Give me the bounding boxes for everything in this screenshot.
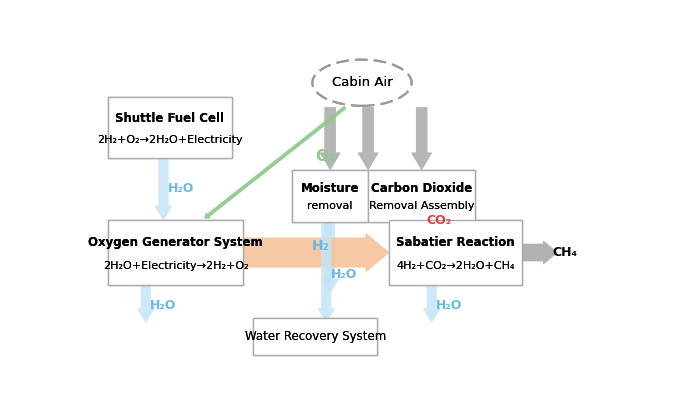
Text: Cabin Air: Cabin Air: [331, 76, 392, 89]
Bar: [292, 170, 368, 222]
Text: O₂: O₂: [315, 149, 335, 164]
Bar: [368, 170, 475, 222]
Text: H₂O: H₂O: [435, 299, 462, 312]
Bar: [107, 220, 243, 285]
Text: 2H₂+O₂→2H₂O+Electricity: 2H₂+O₂→2H₂O+Electricity: [97, 135, 243, 145]
Text: Moisture: Moisture: [301, 181, 360, 194]
Bar: [389, 220, 523, 285]
Text: 2H₂O+Electricity→2H₂+O₂: 2H₂O+Electricity→2H₂+O₂: [103, 261, 248, 270]
Polygon shape: [155, 158, 172, 220]
Text: Removal Assembly: Removal Assembly: [369, 202, 475, 211]
Text: 2H₂+O₂→2H₂O+Electricity: 2H₂+O₂→2H₂O+Electricity: [97, 135, 243, 145]
Text: Cabin Air: Cabin Air: [331, 76, 392, 89]
Text: 4H₂+CO₂→2H₂O+CH₄: 4H₂+CO₂→2H₂O+CH₄: [397, 261, 515, 270]
Text: Oxygen Generator System: Oxygen Generator System: [89, 236, 263, 249]
Text: H₂: H₂: [311, 239, 329, 253]
Text: removal: removal: [308, 202, 353, 211]
Polygon shape: [358, 108, 379, 170]
Text: Sabatier Reaction: Sabatier Reaction: [396, 236, 515, 249]
Text: H₂O: H₂O: [168, 183, 194, 195]
Bar: [254, 318, 377, 355]
Bar: [107, 97, 232, 158]
Text: CO₂: CO₂: [426, 215, 452, 228]
Bar: [368, 170, 475, 222]
Text: Carbon Dioxide: Carbon Dioxide: [371, 181, 473, 194]
Text: Shuttle Fuel Cell: Shuttle Fuel Cell: [115, 112, 224, 125]
Polygon shape: [322, 222, 339, 293]
Polygon shape: [412, 205, 431, 222]
Polygon shape: [423, 285, 440, 322]
Polygon shape: [320, 108, 340, 170]
Text: Water Recovery System: Water Recovery System: [245, 331, 386, 343]
Text: Moisture: Moisture: [301, 181, 360, 194]
Text: 4H₂+CO₂→2H₂O+CH₄: 4H₂+CO₂→2H₂O+CH₄: [397, 261, 515, 270]
Text: Oxygen Generator System: Oxygen Generator System: [89, 236, 263, 249]
Bar: [389, 220, 523, 285]
Bar: [107, 97, 232, 158]
Text: H₂O: H₂O: [149, 299, 176, 312]
Text: Removal Assembly: Removal Assembly: [369, 202, 475, 211]
Polygon shape: [137, 285, 154, 322]
Text: removal: removal: [308, 202, 353, 211]
Polygon shape: [318, 223, 335, 322]
Bar: [107, 220, 243, 285]
Bar: [292, 170, 368, 222]
Text: CH₄: CH₄: [552, 246, 577, 259]
Bar: [254, 318, 377, 355]
Text: Shuttle Fuel Cell: Shuttle Fuel Cell: [115, 112, 224, 125]
Polygon shape: [412, 108, 432, 170]
Text: Sabatier Reaction: Sabatier Reaction: [396, 236, 515, 249]
Polygon shape: [243, 233, 389, 272]
Text: H₂O: H₂O: [331, 268, 358, 281]
Text: Carbon Dioxide: Carbon Dioxide: [371, 181, 473, 194]
Text: Water Recovery System: Water Recovery System: [245, 331, 386, 343]
Polygon shape: [523, 241, 557, 264]
Text: 2H₂O+Electricity→2H₂+O₂: 2H₂O+Electricity→2H₂+O₂: [103, 261, 248, 270]
